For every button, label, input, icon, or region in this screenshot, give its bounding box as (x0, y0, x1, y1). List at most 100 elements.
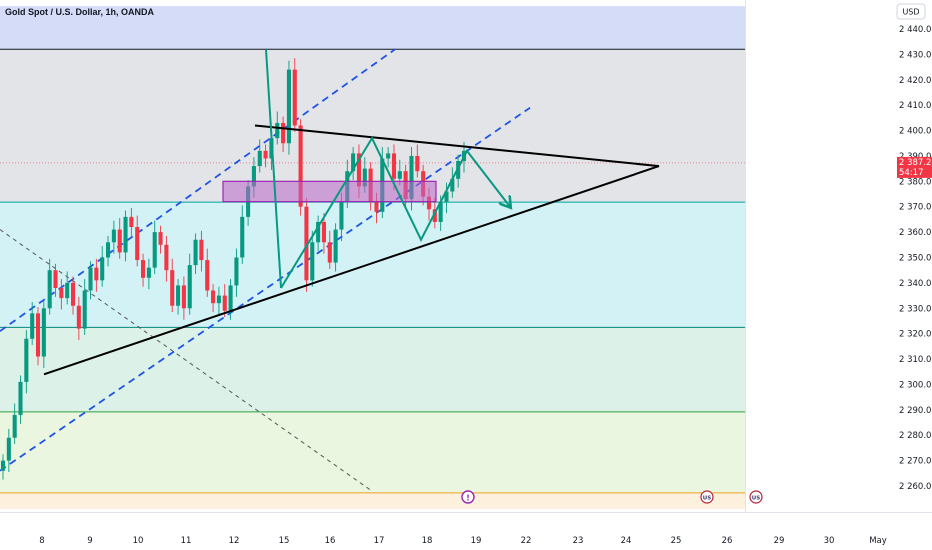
candle-body (205, 260, 210, 291)
candle-body (24, 338, 29, 382)
candle-body (362, 168, 367, 187)
zigzag-leg[interactable] (265, 49, 282, 289)
candle-body (111, 229, 116, 243)
drawings-overlay[interactable] (43, 49, 660, 376)
y-tick-label: 2 340.000 (899, 279, 932, 289)
time-axis[interactable] (0, 512, 932, 550)
currency-selector[interactable] (896, 3, 926, 20)
candle-body (450, 178, 455, 192)
candle-body (316, 221, 321, 243)
event-badge-alert[interactable]: ! (461, 490, 475, 504)
background-zones (0, 6, 745, 509)
candle-body (88, 267, 93, 291)
candle-body (333, 229, 338, 263)
candle-body (199, 239, 204, 261)
y-tick-label: 2 350.000 (899, 254, 932, 264)
x-tick-label: 8 (39, 536, 44, 546)
x-tick-label: 10 (133, 536, 144, 546)
last-price-value: 2 387.260 (899, 158, 932, 168)
candle-body (35, 313, 41, 357)
candle-body (129, 216, 134, 228)
channel-upper-line[interactable] (0, 48, 396, 332)
candle-body (298, 125, 303, 207)
x-tick-label: 18 (422, 536, 433, 546)
triangle-lower-trendline[interactable] (43, 165, 660, 376)
y-tick-label: 2 430.000 (899, 50, 932, 60)
x-tick-label: 9 (87, 536, 92, 546)
x-tick-label: 26 (722, 536, 733, 546)
candle-body (339, 201, 344, 230)
candle-body (263, 150, 268, 159)
candle-body (211, 290, 216, 304)
candle-body (105, 242, 111, 258)
x-axis-ticks: 8 9 10 11 12 15 16 17 18 19 22 23 24 25 26 29 30 May (39, 536, 887, 546)
x-tick-label: 11 (181, 536, 192, 546)
candle-body (59, 287, 64, 299)
dashed-diagonal-line[interactable] (0, 229, 373, 492)
drawings-channel[interactable] (0, 48, 531, 492)
candle-body (444, 191, 449, 202)
y-tick-label: 2 360.000 (899, 228, 932, 238)
x-tick-label: 25 (671, 536, 682, 546)
event-badge-us-2[interactable]: US (749, 490, 763, 504)
y-tick-label: 2 330.000 (899, 304, 932, 314)
candle-body (432, 209, 437, 222)
candle-body (275, 122, 280, 139)
y-tick-label: 2 300.000 (899, 380, 932, 390)
y-tick-label: 2 440.000 (899, 25, 932, 35)
last-price-tag: 2 387.260 54:17 (897, 156, 932, 178)
candle-body (257, 150, 262, 167)
candle-body (415, 155, 420, 172)
us-flag-icon: US (752, 496, 760, 502)
candle-body (374, 201, 379, 212)
projected-zigzag-path[interactable] (280, 136, 510, 289)
candle-body (251, 166, 256, 187)
candle-body (65, 282, 70, 299)
zone-4 (0, 411, 745, 493)
x-tick-label: 29 (774, 536, 785, 546)
y-tick-label: 2 280.000 (899, 431, 932, 441)
event-badge-us-1[interactable]: US (700, 490, 714, 504)
candle-body (193, 239, 198, 266)
candle-body (170, 270, 175, 306)
candle-body (41, 308, 46, 357)
x-tick-label: 22 (521, 536, 532, 546)
candle-body (356, 153, 362, 187)
candle-body (397, 171, 402, 179)
price-axis[interactable] (745, 0, 932, 512)
horizontal-levels[interactable] (0, 48, 897, 494)
resistance-box[interactable] (222, 180, 437, 203)
candle-body (286, 69, 291, 144)
y-tick-label: 2 370.000 (899, 203, 932, 213)
candle-body (30, 313, 35, 339)
triangle-upper-trendline[interactable] (254, 124, 660, 168)
candle-body (426, 196, 432, 210)
x-tick-label: 24 (621, 536, 632, 546)
zone-3 (0, 327, 745, 412)
candle-body (187, 265, 192, 309)
candle-body (222, 295, 227, 311)
x-tick-label: 23 (573, 536, 584, 546)
x-tick-label: May (869, 536, 887, 546)
candle-body (386, 153, 391, 159)
us-flag-icon: US (703, 496, 711, 502)
candle-body (100, 257, 105, 281)
last-price-countdown: 54:17 (899, 168, 924, 178)
candle-body (12, 414, 17, 438)
candle-body (391, 153, 397, 179)
candle-body (117, 229, 122, 253)
y-tick-label: 2 260.000 (899, 482, 932, 492)
x-tick-label: 15 (279, 536, 290, 546)
candle-body (281, 122, 286, 144)
candle-body (152, 232, 157, 268)
candle-body (47, 270, 52, 309)
y-tick-label: 2 420.000 (899, 76, 932, 86)
candle-body (234, 257, 239, 286)
candle-body (123, 216, 128, 253)
candle-body (135, 227, 140, 261)
candle-body (82, 290, 87, 329)
candle-body (304, 206, 309, 281)
y-tick-label: 2 400.000 (899, 127, 932, 137)
candle-body (158, 232, 163, 245)
